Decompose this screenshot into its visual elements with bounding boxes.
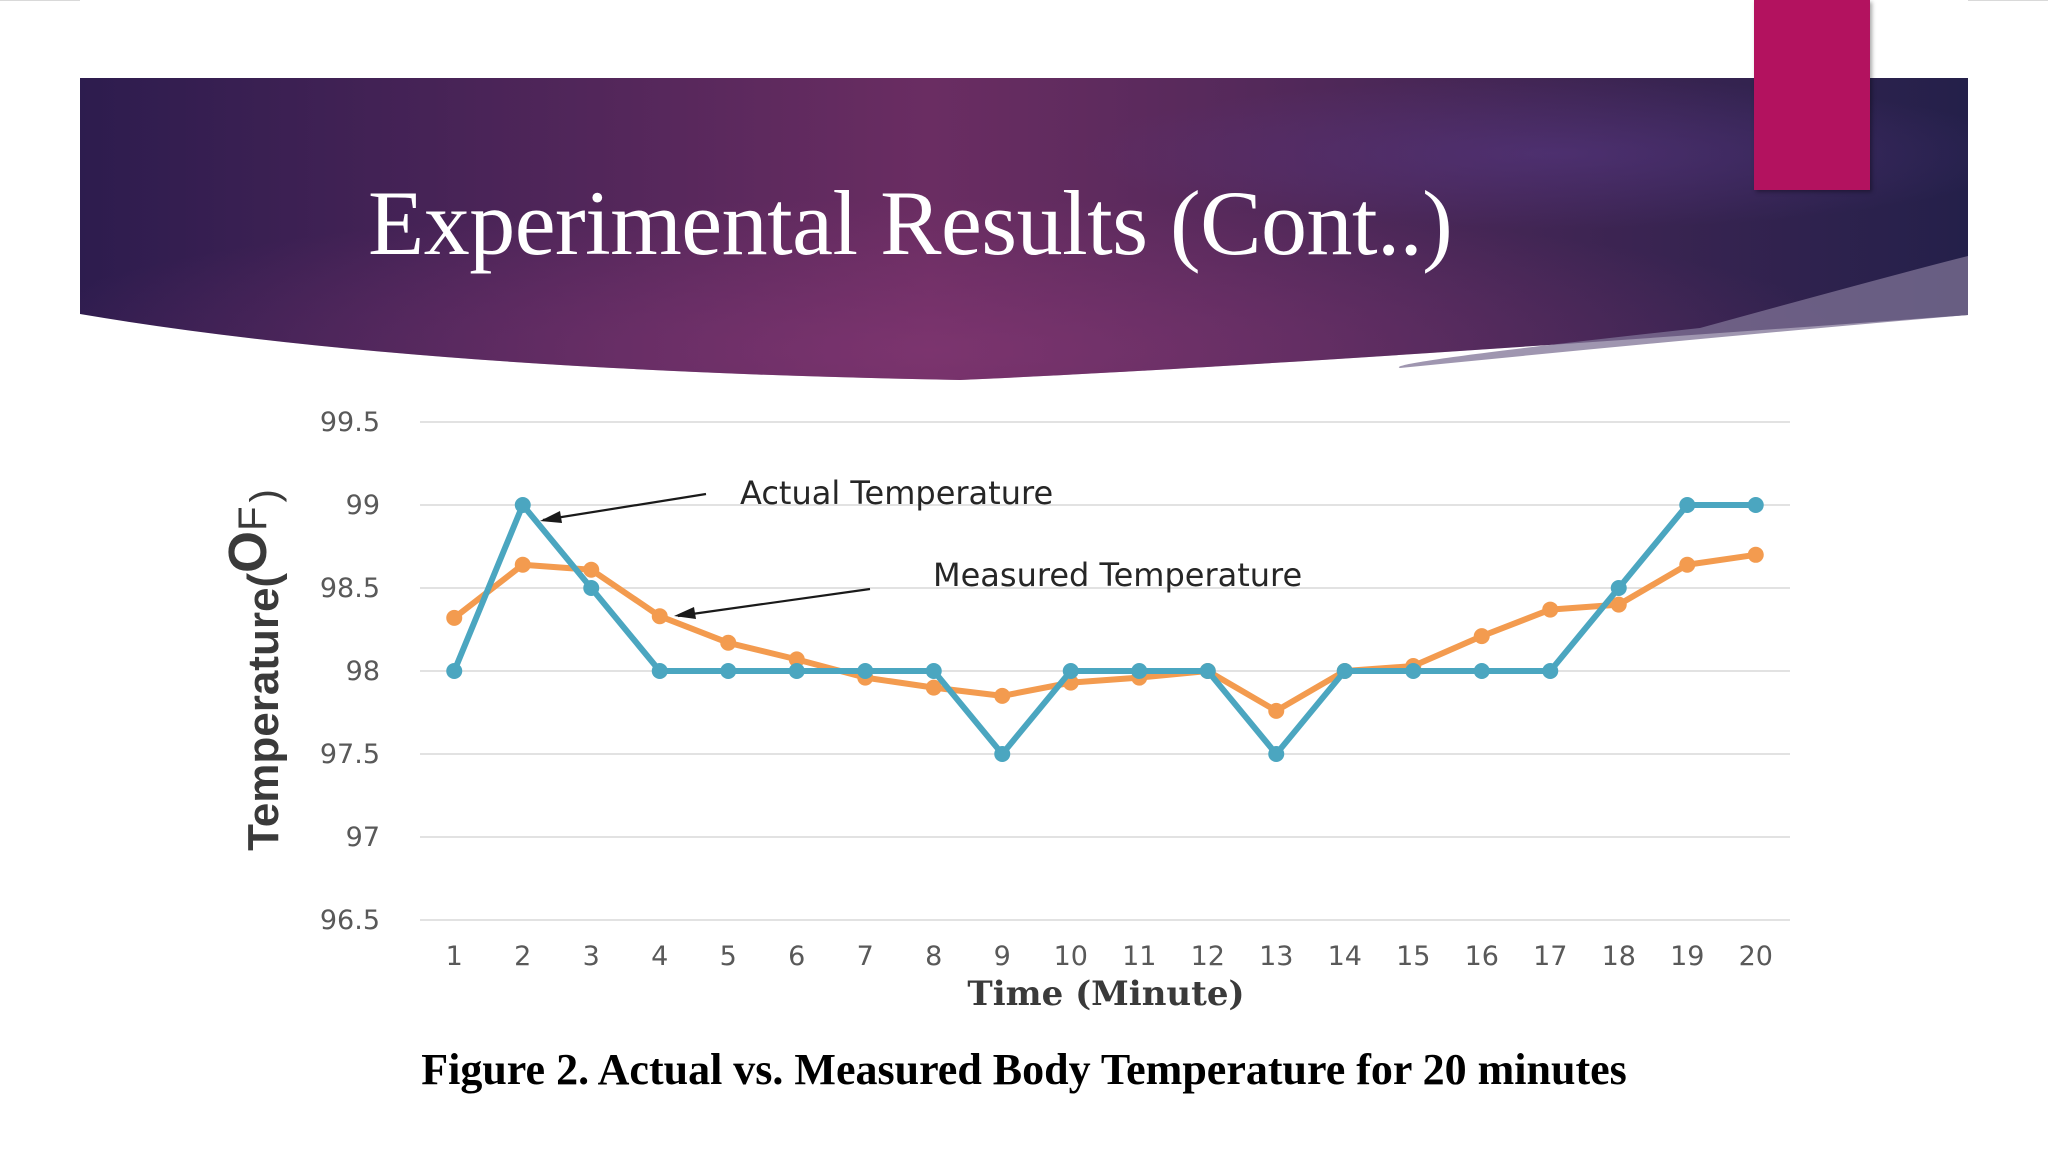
x-tick-label: 11: [1122, 941, 1156, 972]
y-tick-label: 98.5: [320, 573, 380, 604]
data-point: [1747, 546, 1764, 563]
measured-annotation-arrowhead: [674, 607, 696, 619]
data-point: [925, 679, 942, 696]
x-tick-label: 2: [514, 941, 531, 972]
data-point: [1610, 580, 1627, 596]
x-tick-label: 19: [1670, 941, 1704, 972]
data-point: [1268, 702, 1285, 719]
data-point: [720, 634, 737, 651]
measured-annotation-label: Measured Temperature: [933, 556, 1302, 594]
accent-tab: [1754, 0, 1870, 190]
data-point: [651, 608, 668, 625]
actual-annotation-arrowhead: [540, 511, 562, 523]
data-point: [994, 687, 1011, 704]
x-tick-label: 14: [1328, 941, 1362, 972]
data-point: [1679, 556, 1696, 573]
data-point: [1199, 663, 1216, 679]
x-tick-label: 20: [1739, 941, 1773, 972]
y-axis-ticks: 96.5 97 97.5 98 98.5 99 99.5: [320, 407, 380, 936]
data-point: [1747, 497, 1764, 513]
y-axis-title-close: ): [243, 489, 287, 502]
data-point: [1473, 663, 1490, 679]
x-tick-label: 3: [583, 941, 600, 972]
x-axis-title: Time (Minute): [967, 974, 1244, 1014]
data-point: [1405, 663, 1422, 679]
data-point: [720, 663, 737, 679]
x-tick-label: 8: [925, 941, 942, 972]
series-line: [451, 551, 1759, 714]
series-line: [451, 502, 1759, 757]
measured-annotation-arrow: [677, 587, 871, 618]
y-axis-unit-letter: F: [231, 506, 275, 530]
y-tick-label: 97: [346, 822, 380, 853]
data-point: [446, 663, 463, 679]
title-banner: [80, 78, 1968, 380]
data-point: [583, 561, 600, 578]
x-tick-label: 6: [788, 941, 805, 972]
y-tick-label: 98: [346, 656, 380, 687]
data-point: [857, 663, 874, 679]
data-point: [1473, 628, 1490, 645]
data-point: [1062, 663, 1079, 679]
x-tick-label: 17: [1533, 941, 1567, 972]
x-tick-label: 10: [1054, 941, 1088, 972]
x-tick-label: 4: [651, 941, 668, 972]
svg-text:Temperature(OF): Temperature(OF): [218, 489, 288, 851]
x-tick-label: 16: [1465, 941, 1499, 972]
y-tick-label: 97.5: [320, 739, 380, 770]
y-axis-title-text: Temperature(: [239, 573, 288, 851]
y-axis-title: Temperature(OF): [218, 489, 288, 851]
data-point: [446, 609, 463, 626]
y-tick-label: 99.5: [320, 407, 380, 438]
series-layer: [446, 497, 1764, 762]
x-axis-ticks: 1 2 3 4 5 6 7 8 9 10 11 12 13 14 15 16 17 18 19 20: [446, 941, 1773, 972]
data-point: [925, 663, 942, 679]
data-point: [1679, 497, 1696, 513]
x-tick-label: 18: [1602, 941, 1636, 972]
data-point: [1610, 596, 1627, 613]
slide-title: Experimental Results (Cont..): [368, 172, 1453, 274]
figure-caption: Figure 2. Actual vs. Measured Body Tempe…: [421, 1045, 1627, 1094]
y-tick-label: 96.5: [320, 905, 380, 936]
data-point: [994, 746, 1011, 762]
data-point: [1542, 601, 1559, 618]
data-point: [651, 663, 668, 679]
data-point: [1542, 663, 1559, 679]
series-actual: [446, 497, 1764, 762]
x-tick-label: 5: [720, 941, 737, 972]
y-axis-unit-symbol: O: [218, 531, 278, 573]
x-tick-label: 13: [1259, 941, 1293, 972]
x-tick-label: 7: [857, 941, 874, 972]
y-tick-label: 99: [346, 490, 380, 521]
actual-annotation-arrow: [542, 492, 707, 522]
annotations: Actual Temperature Measured Temperature: [540, 474, 1302, 619]
data-point: [1336, 663, 1353, 679]
x-tick-label: 15: [1396, 941, 1430, 972]
x-tick-label: 1: [446, 941, 463, 972]
data-point: [514, 556, 531, 573]
x-tick-label: 12: [1191, 941, 1225, 972]
x-tick-label: 9: [994, 941, 1011, 972]
data-point: [788, 651, 805, 668]
actual-annotation-label: Actual Temperature: [740, 474, 1053, 512]
data-point: [1131, 663, 1148, 679]
data-point: [583, 580, 600, 596]
data-point: [514, 497, 531, 513]
data-point: [1268, 746, 1285, 762]
data-point: [788, 663, 805, 679]
